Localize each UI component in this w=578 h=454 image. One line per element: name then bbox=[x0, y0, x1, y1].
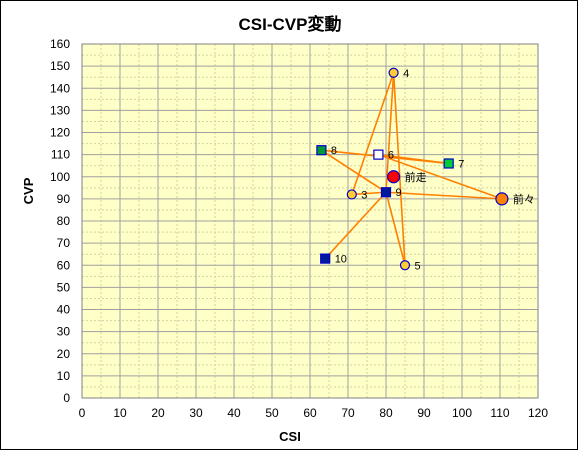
x-tick-label: 10 bbox=[113, 406, 127, 420]
x-tick-label: 70 bbox=[341, 406, 355, 420]
y-tick-label: 160 bbox=[50, 37, 70, 51]
data-point-circle bbox=[388, 67, 399, 78]
y-tick-label: 150 bbox=[50, 59, 70, 73]
chart-title: CSI-CVP変動 bbox=[239, 14, 342, 34]
y-tick-label: 20 bbox=[57, 347, 71, 361]
x-tick-label: 90 bbox=[417, 406, 431, 420]
x-tick-label: 80 bbox=[379, 406, 393, 420]
connection-line bbox=[385, 72, 395, 193]
connection-line bbox=[385, 191, 502, 200]
y-tick-label: 10 bbox=[57, 369, 71, 383]
y-tick-label: 60 bbox=[57, 258, 71, 272]
x-tick-label: 110 bbox=[490, 406, 509, 420]
x-tick-label: 100 bbox=[452, 406, 472, 420]
y-tick-label: 30 bbox=[57, 325, 71, 339]
data-point-circle bbox=[387, 170, 401, 184]
connection-line bbox=[385, 192, 406, 266]
plot-border bbox=[81, 43, 539, 399]
connection-line bbox=[324, 191, 387, 260]
point-labels: 前々 前走 3 4 5 6 7 8 9 10 bbox=[331, 68, 535, 272]
y-axis-label: CVP bbox=[21, 177, 36, 204]
grid-layer bbox=[82, 44, 538, 398]
y-tick-label: 120 bbox=[50, 126, 70, 140]
data-point-circle bbox=[495, 192, 509, 206]
x-tick-label: 40 bbox=[227, 406, 241, 420]
data-label: 4 bbox=[403, 68, 409, 80]
data-label: 前走 bbox=[405, 170, 427, 184]
connection-line bbox=[351, 191, 387, 196]
tick-layer: 0 10 20 30 40 50 60 70 80 90 100 110 120 0 10 20 30 40 50 6… bbox=[50, 37, 548, 420]
y-tick-label: 130 bbox=[50, 103, 70, 117]
data-point-circle bbox=[399, 260, 411, 271]
connection-lines bbox=[320, 72, 503, 266]
data-label: 6 bbox=[388, 150, 394, 162]
x-tick-label: 20 bbox=[151, 406, 165, 420]
y-tick-label: 50 bbox=[57, 280, 71, 294]
x-axis-label: CSI bbox=[279, 429, 301, 444]
y-tick-label: 40 bbox=[57, 303, 71, 317]
connection-line bbox=[351, 72, 395, 195]
y-tick-label: 100 bbox=[50, 170, 70, 184]
y-tick-label: 110 bbox=[51, 148, 70, 162]
data-point-square bbox=[380, 187, 392, 198]
connection-line bbox=[378, 153, 503, 200]
data-label: 前々 bbox=[513, 192, 535, 206]
data-label: 8 bbox=[331, 145, 337, 157]
connection-line bbox=[378, 153, 449, 165]
data-point-circle bbox=[346, 189, 357, 200]
x-tick-label: 30 bbox=[189, 406, 203, 420]
data-markers bbox=[316, 67, 509, 271]
data-label: 7 bbox=[458, 158, 464, 170]
connection-line bbox=[392, 72, 406, 266]
data-point-square bbox=[443, 158, 454, 169]
data-label: 9 bbox=[396, 187, 402, 199]
data-point-square bbox=[320, 253, 331, 264]
data-label: 5 bbox=[415, 260, 421, 272]
data-point-square bbox=[316, 145, 327, 156]
x-tick-label: 120 bbox=[528, 406, 548, 420]
data-label: 3 bbox=[361, 189, 367, 201]
y-tick-label: 70 bbox=[57, 236, 71, 250]
x-tick-label: 50 bbox=[265, 406, 279, 420]
x-tick-label: 60 bbox=[303, 406, 317, 420]
y-tick-label: 90 bbox=[57, 192, 71, 206]
y-tick-label: 0 bbox=[63, 391, 70, 405]
data-point-square bbox=[373, 149, 384, 160]
y-tick-label: 80 bbox=[57, 214, 71, 228]
y-tick-label: 140 bbox=[50, 81, 70, 95]
data-label: 10 bbox=[335, 254, 347, 266]
connection-line bbox=[320, 149, 387, 193]
x-tick-label: 0 bbox=[79, 406, 86, 420]
